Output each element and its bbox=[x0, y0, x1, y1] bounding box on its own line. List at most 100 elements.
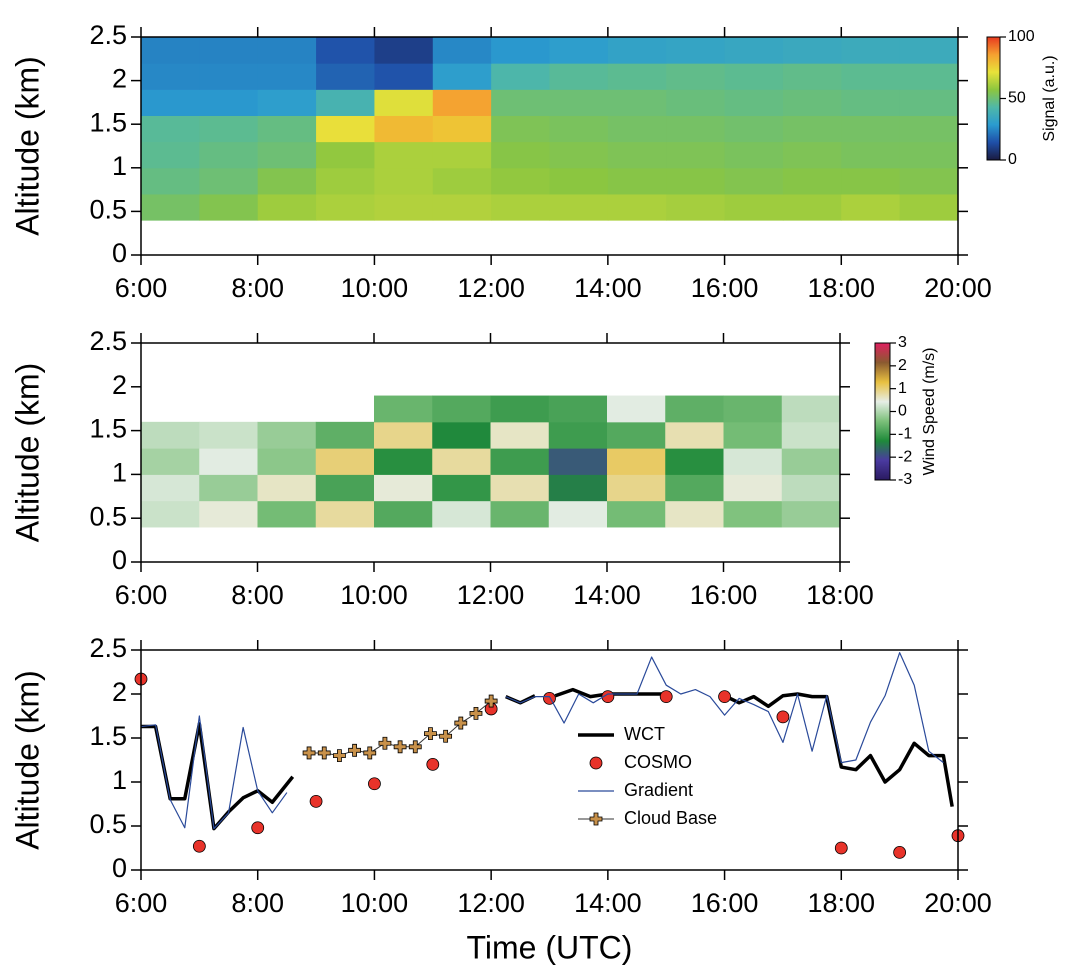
heatmap-cell bbox=[141, 448, 200, 475]
heatmap-cell bbox=[141, 193, 200, 221]
heatmap-cell bbox=[257, 448, 317, 475]
heatmap-cell bbox=[781, 448, 841, 475]
point bbox=[718, 690, 731, 704]
heatmap-cell bbox=[781, 395, 841, 423]
point bbox=[368, 777, 381, 791]
series-line bbox=[140, 652, 944, 830]
heatmap-cell bbox=[374, 141, 434, 169]
x-axis-label: Time (UTC) bbox=[467, 929, 633, 965]
heatmap-cell bbox=[665, 395, 724, 423]
colorbar-tick-label: 2 bbox=[898, 357, 907, 374]
heatmap-cell bbox=[665, 500, 724, 528]
heatmap-cell bbox=[548, 500, 608, 528]
heatmap-cell bbox=[841, 193, 901, 221]
colorbar-label: Wind Speed (m/s) bbox=[921, 347, 938, 475]
heatmap-cell bbox=[841, 63, 901, 90]
point bbox=[426, 758, 440, 771]
heatmap-cell bbox=[782, 193, 842, 221]
x-tick-label: 10:00 bbox=[340, 580, 408, 610]
heatmap-cell bbox=[781, 500, 841, 528]
heatmap-cell bbox=[315, 474, 375, 502]
heatmap-cell bbox=[374, 115, 434, 143]
y-tick-label: 1 bbox=[112, 765, 127, 795]
colorbar-tick-label: 0 bbox=[1008, 151, 1017, 168]
colorbar-tick-label: -2 bbox=[898, 448, 912, 465]
heatmap-cell bbox=[782, 115, 842, 143]
heatmap-cell bbox=[549, 193, 609, 221]
heatmap-cell bbox=[257, 421, 317, 449]
colorbar-tick-label: 0 bbox=[898, 403, 907, 420]
heatmap-cell bbox=[432, 500, 491, 528]
heatmap-cell bbox=[491, 141, 550, 169]
y-tick-label: 1 bbox=[112, 151, 127, 181]
heatmap-cell bbox=[141, 421, 200, 449]
heatmap-cell bbox=[257, 193, 317, 221]
heatmap-cell bbox=[490, 448, 550, 475]
heatmap-cell bbox=[549, 89, 609, 116]
plus-marker bbox=[408, 740, 422, 754]
heatmap-cell bbox=[432, 89, 492, 116]
x-tick-label: 16:00 bbox=[691, 888, 759, 918]
heatmap-cell bbox=[782, 141, 842, 169]
heatmap-cell bbox=[316, 63, 375, 90]
heatmap-cell bbox=[665, 421, 724, 449]
plus-marker bbox=[439, 729, 453, 743]
y-tick-label: 0.5 bbox=[89, 195, 127, 225]
heatmap-cell bbox=[607, 395, 666, 423]
x-tick-label: 8:00 bbox=[231, 273, 284, 303]
heatmap-cell bbox=[723, 395, 783, 423]
heatmap-cell bbox=[141, 63, 200, 90]
heatmap-cell bbox=[199, 115, 259, 143]
heatmap-cell bbox=[666, 37, 726, 64]
y-tick-label: 1 bbox=[112, 458, 127, 488]
y-tick-label: 0 bbox=[112, 238, 127, 268]
colorbar-tick-label: -1 bbox=[898, 426, 912, 443]
heatmap-cell bbox=[841, 167, 901, 195]
heatmap-cell bbox=[548, 395, 608, 423]
heatmap-cell bbox=[199, 448, 258, 475]
heatmap-cell bbox=[374, 193, 434, 221]
plus-marker bbox=[302, 746, 316, 760]
point bbox=[309, 794, 323, 808]
heatmap-cell bbox=[724, 63, 784, 90]
x-tick-label: 14:00 bbox=[574, 273, 642, 303]
heatmap-cell bbox=[666, 193, 726, 221]
colorbar bbox=[986, 36, 1001, 161]
heatmap-cell bbox=[199, 37, 259, 64]
y-tick-label: 2 bbox=[112, 370, 127, 400]
x-tick-label: 18:00 bbox=[807, 273, 875, 303]
heatmap-cell bbox=[374, 448, 433, 475]
heatmap-cell bbox=[899, 37, 959, 64]
heatmap-cell bbox=[666, 167, 726, 195]
heatmap-cell bbox=[899, 141, 959, 169]
heatmap-cell bbox=[899, 193, 959, 221]
y-tick-label: 1.5 bbox=[89, 721, 127, 751]
plus-marker bbox=[317, 746, 331, 760]
heatmap-cell bbox=[315, 421, 375, 449]
heatmap-cell bbox=[141, 37, 200, 64]
heatmap-cell bbox=[199, 193, 259, 221]
heatmap-cell bbox=[432, 193, 492, 221]
heatmap-cell bbox=[199, 141, 259, 169]
heatmap-cell bbox=[548, 474, 608, 502]
x-tick-label: 8:00 bbox=[231, 580, 284, 610]
heatmap-cell bbox=[666, 63, 726, 90]
plus-marker bbox=[484, 694, 498, 708]
x-tick-label: 12:00 bbox=[457, 580, 525, 610]
heatmap-cell bbox=[257, 141, 317, 169]
heatmap-cell bbox=[141, 89, 200, 116]
point bbox=[543, 692, 556, 705]
y-axis-label: Altitude (km) bbox=[9, 670, 45, 850]
heatmap-cell bbox=[315, 500, 375, 528]
heatmap-cell bbox=[432, 167, 492, 195]
heatmap-cell bbox=[491, 37, 550, 64]
heatmap-cell bbox=[723, 448, 783, 475]
legend-swatch bbox=[589, 812, 603, 826]
x-tick-label: 8:00 bbox=[231, 888, 284, 918]
heatmap-cell bbox=[374, 474, 433, 502]
heatmap-cell bbox=[723, 474, 783, 502]
point bbox=[893, 846, 907, 859]
colorbar-tick-label: 50 bbox=[1008, 90, 1026, 107]
heatmap-cell bbox=[723, 500, 783, 528]
